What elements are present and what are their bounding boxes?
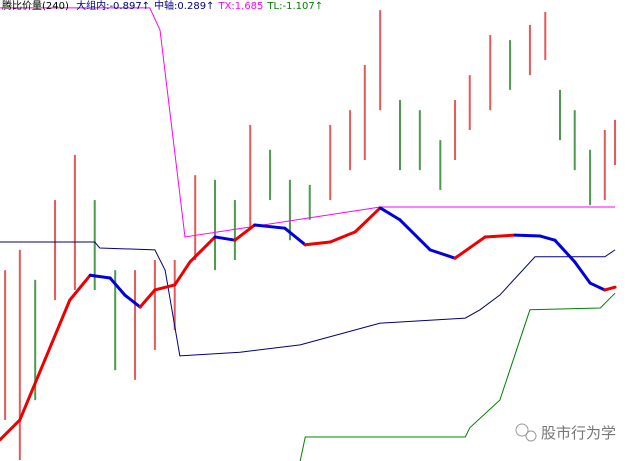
candle [349,110,352,171]
main-line-segment [453,235,487,260]
main-line-segment [573,260,592,285]
main-line-segment [68,273,92,302]
main-line-segment [303,240,332,247]
indicator-value: TL:-1.107↑ [266,1,323,12]
candle [249,124,252,231]
candle [173,260,176,331]
indicator-value: 中轴:0.289↑ [154,0,214,12]
main-line-segment [138,288,157,309]
header: 腾比价量(240) 大组内:-0.897↑ 中轴:0.289↑ TX:1.685 TL… [2,0,323,12]
candle [308,184,311,220]
main-line-segment [513,233,542,238]
indicator-line [299,292,616,461]
indicator-name: 腾比价量(240) [2,0,69,12]
watermark-text: 股市行为学 [541,424,616,442]
main-line-segment [253,223,287,230]
main-line-segment [88,273,112,280]
candle [418,110,421,171]
candle [528,24,531,76]
main-line-segment [328,230,357,244]
plot [0,7,617,461]
candle [233,200,236,261]
candle [4,270,7,420]
candle [489,35,492,111]
main-line-segment [398,218,432,252]
main-line-segment [483,233,517,239]
candle [379,10,382,111]
candle [73,154,76,290]
main-line-segment [378,206,402,222]
candle [153,260,156,350]
watermark: 股市行为学 [515,423,616,442]
main-line-segment [213,235,237,242]
candle [468,75,471,131]
indicator-value: 大组内:-0.897↑ [76,0,150,12]
main-line-segment [108,276,127,297]
indicator-value: TX:1.685 [217,1,263,12]
candle [544,11,547,60]
candle [363,65,366,160]
candle [114,270,117,371]
main-line-segment [233,223,257,242]
candle [34,279,37,401]
candle [54,200,57,301]
candle [134,270,137,380]
candle [194,175,197,261]
candle [18,249,21,461]
candle [589,149,592,206]
main-line-segment [553,238,577,264]
main-line-segment [428,248,457,260]
logo [515,423,529,437]
main-line-segment [588,281,607,292]
main-line-segment [188,235,217,264]
candle [288,179,291,241]
candle [603,130,606,201]
candle [614,119,617,166]
candle [329,124,332,201]
candle [214,179,217,271]
main-line-segment [173,260,192,287]
main-line-segment [353,206,382,234]
candle [399,100,401,171]
logo [525,430,537,442]
candle [559,89,561,141]
candle [454,100,457,160]
main-line-segment [43,298,72,362]
main-line-segment [0,418,22,442]
main-line-segment [603,285,617,292]
indicator-line [0,7,616,238]
candle [439,140,442,190]
main-line-segment [18,358,47,422]
main-line-segment [123,293,142,309]
candle [573,110,576,171]
main-line-segment [283,226,307,247]
main-line-segment [153,283,177,292]
main-line-segment [538,234,557,242]
indicator-line [0,241,616,357]
candle [93,200,96,290]
candle [269,149,272,201]
candle [509,40,512,90]
